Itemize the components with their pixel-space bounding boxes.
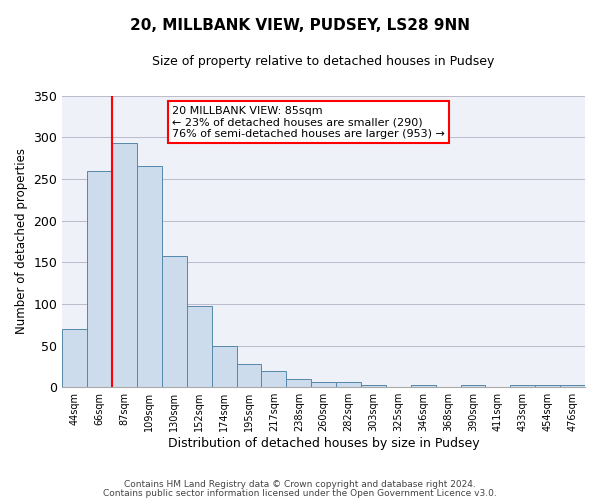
Bar (511, 384, 535, 387)
Bar (411, 384, 436, 387)
Text: 20 MILLBANK VIEW: 85sqm
← 23% of detached houses are smaller (290)
76% of semi-d: 20 MILLBANK VIEW: 85sqm ← 23% of detache… (172, 106, 445, 139)
Bar (187, 306, 212, 387)
Bar (311, 382, 336, 387)
X-axis label: Distribution of detached houses by size in Pudsey: Distribution of detached houses by size … (168, 437, 479, 450)
Bar (212, 346, 236, 387)
Title: Size of property relative to detached houses in Pudsey: Size of property relative to detached ho… (152, 55, 495, 68)
Bar (87, 170, 112, 387)
Text: Contains HM Land Registry data © Crown copyright and database right 2024.: Contains HM Land Registry data © Crown c… (124, 480, 476, 489)
Y-axis label: Number of detached properties: Number of detached properties (15, 148, 28, 334)
Bar (361, 384, 386, 387)
Bar (112, 143, 137, 387)
Bar (62, 329, 87, 387)
Text: Contains public sector information licensed under the Open Government Licence v3: Contains public sector information licen… (103, 488, 497, 498)
Bar (461, 384, 485, 387)
Bar (137, 166, 162, 387)
Bar (286, 379, 311, 387)
Bar (262, 372, 286, 387)
Text: 20, MILLBANK VIEW, PUDSEY, LS28 9NN: 20, MILLBANK VIEW, PUDSEY, LS28 9NN (130, 18, 470, 32)
Bar (336, 382, 361, 387)
Bar (162, 256, 187, 387)
Bar (560, 384, 585, 387)
Bar (236, 364, 262, 387)
Bar (535, 384, 560, 387)
